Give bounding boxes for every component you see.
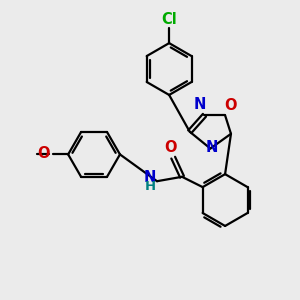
- Text: N: N: [143, 169, 155, 184]
- Text: N: N: [194, 97, 206, 112]
- Text: O: O: [38, 146, 50, 161]
- Text: H: H: [144, 180, 155, 193]
- Text: O: O: [224, 98, 237, 113]
- Text: N: N: [206, 140, 218, 155]
- Text: Cl: Cl: [161, 12, 177, 27]
- Text: O: O: [165, 140, 177, 155]
